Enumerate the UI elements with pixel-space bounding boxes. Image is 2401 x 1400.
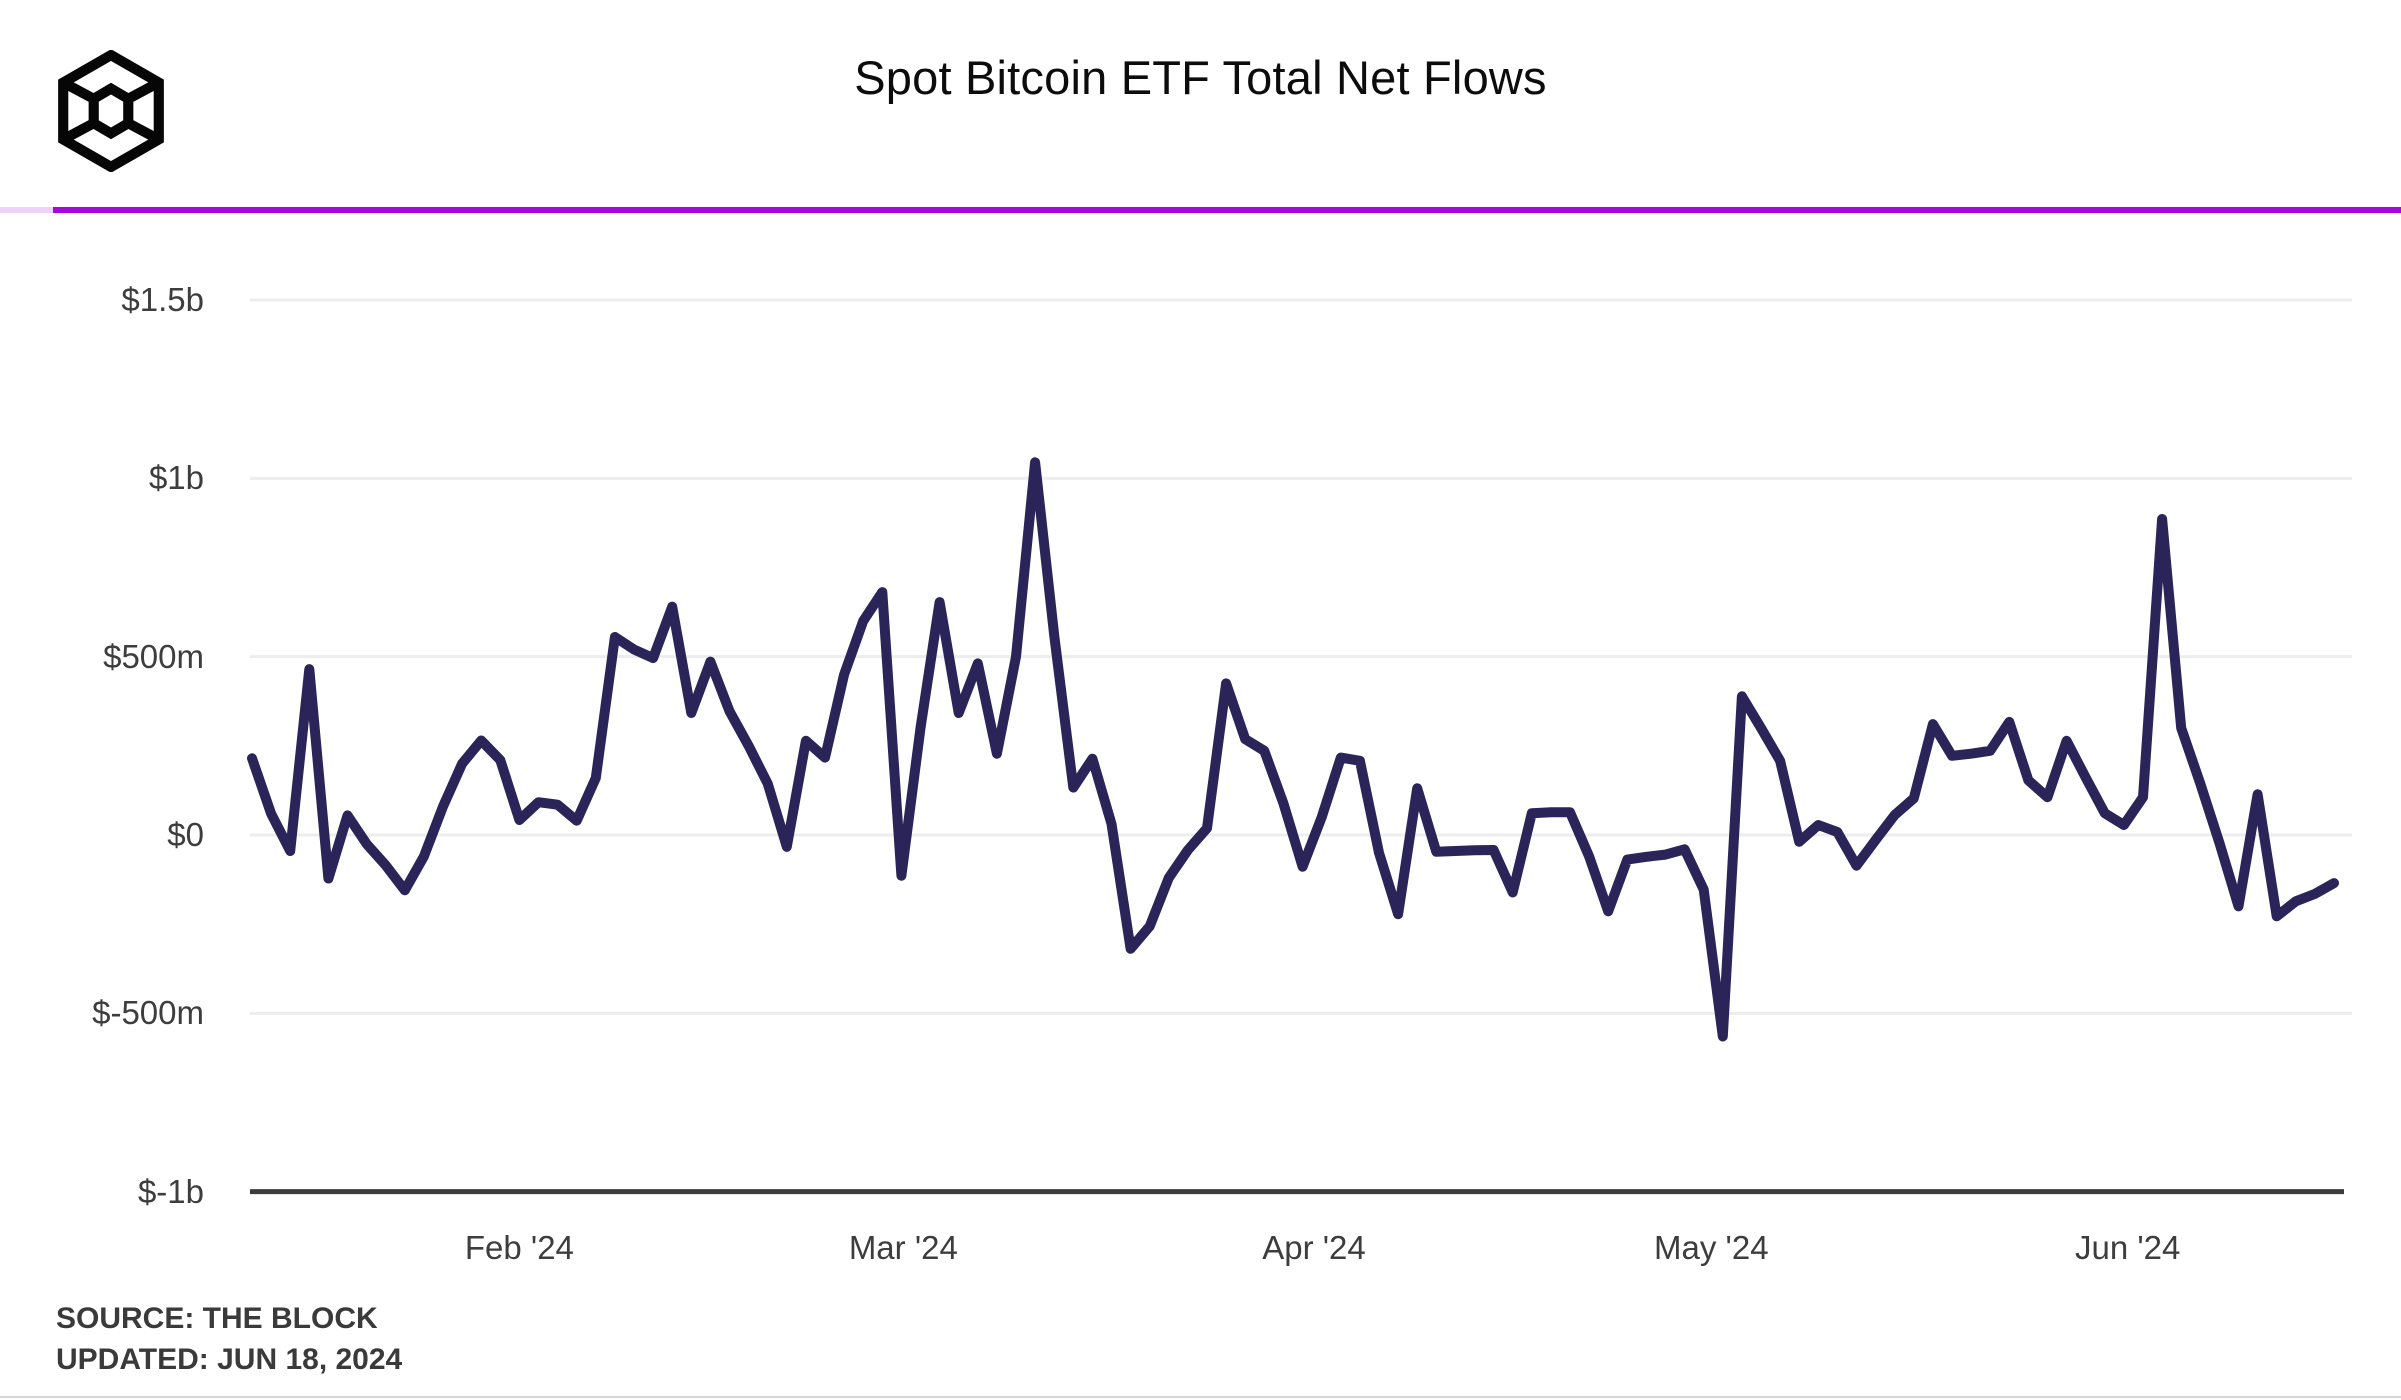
chart-title: Spot Bitcoin ETF Total Net Flows	[854, 51, 1547, 104]
updated-label: UPDATED: JUN 18, 2024	[56, 1343, 403, 1376]
x-axis-label: May '24	[1654, 1229, 1769, 1266]
netflow-line-series	[247, 457, 2339, 1042]
y-axis-label: $1.5b	[121, 281, 204, 318]
x-axis-label: Jun '24	[2075, 1229, 2181, 1266]
source-label: SOURCE: THE BLOCK	[56, 1302, 378, 1335]
divider-accent-left	[0, 207, 53, 213]
chart-footer: SOURCE: THE BLOCK UPDATED: JUN 18, 2024	[56, 1298, 402, 1380]
x-axis-label: Feb '24	[464, 1229, 574, 1266]
y-axis-label: $0	[167, 816, 204, 853]
y-axis-label: $1b	[148, 459, 204, 497]
y-axis-label: $500m	[103, 637, 204, 675]
divider-accent	[53, 207, 2401, 213]
y-axis-label: $-500m	[92, 994, 204, 1032]
bottom-border	[0, 1396, 2401, 1398]
y-axis-label: $-1b	[137, 1172, 204, 1210]
x-axis-label: Mar '24	[848, 1229, 958, 1266]
the-block-logo-icon	[58, 50, 164, 172]
x-axis-label: Apr '24	[1262, 1229, 1366, 1266]
